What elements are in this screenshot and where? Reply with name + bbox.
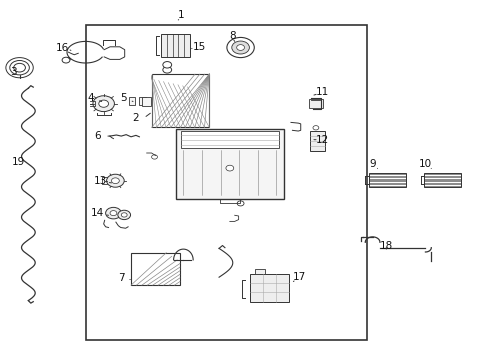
Bar bbox=[161, 34, 189, 57]
Text: 8: 8 bbox=[228, 31, 235, 41]
Text: 2: 2 bbox=[132, 113, 139, 123]
Circle shape bbox=[111, 178, 119, 184]
Bar bbox=[424, 173, 460, 187]
Text: 18: 18 bbox=[379, 240, 392, 251]
Text: 1: 1 bbox=[177, 10, 184, 21]
Circle shape bbox=[110, 211, 117, 216]
Text: 17: 17 bbox=[292, 272, 305, 282]
Bar bbox=[309, 131, 325, 151]
Bar bbox=[139, 97, 146, 105]
Text: 15: 15 bbox=[192, 42, 206, 52]
Circle shape bbox=[231, 41, 249, 54]
Text: 7: 7 bbox=[118, 273, 124, 283]
Bar bbox=[250, 274, 289, 302]
Circle shape bbox=[99, 100, 108, 107]
Text: 10: 10 bbox=[418, 159, 431, 169]
Bar bbox=[255, 269, 264, 274]
Text: 11: 11 bbox=[315, 87, 329, 97]
Circle shape bbox=[163, 67, 171, 73]
Text: 12: 12 bbox=[315, 135, 329, 145]
Circle shape bbox=[163, 62, 171, 68]
Circle shape bbox=[105, 207, 121, 219]
Text: 19: 19 bbox=[12, 157, 25, 167]
Circle shape bbox=[236, 45, 244, 50]
Bar bbox=[176, 129, 283, 199]
Circle shape bbox=[226, 37, 254, 58]
Text: 5: 5 bbox=[120, 93, 127, 103]
Circle shape bbox=[312, 126, 318, 130]
Bar bbox=[368, 173, 405, 187]
Circle shape bbox=[93, 96, 114, 112]
Bar bbox=[128, 97, 135, 105]
Text: 13: 13 bbox=[93, 176, 107, 186]
Text: 14: 14 bbox=[91, 208, 104, 218]
Text: 3: 3 bbox=[10, 67, 17, 77]
Circle shape bbox=[118, 210, 130, 220]
Text: 6: 6 bbox=[94, 131, 101, 141]
Bar bbox=[151, 74, 209, 127]
Circle shape bbox=[237, 201, 244, 206]
Text: 4: 4 bbox=[87, 93, 94, 103]
Bar bbox=[308, 99, 323, 108]
Circle shape bbox=[106, 174, 124, 187]
Circle shape bbox=[121, 213, 127, 217]
Text: 16: 16 bbox=[56, 42, 69, 53]
Bar bbox=[131, 253, 180, 285]
Bar bbox=[181, 131, 278, 148]
Bar bbox=[85, 25, 366, 340]
Text: 9: 9 bbox=[369, 159, 376, 169]
Bar bbox=[142, 97, 150, 106]
Circle shape bbox=[151, 155, 157, 159]
Circle shape bbox=[225, 165, 233, 171]
